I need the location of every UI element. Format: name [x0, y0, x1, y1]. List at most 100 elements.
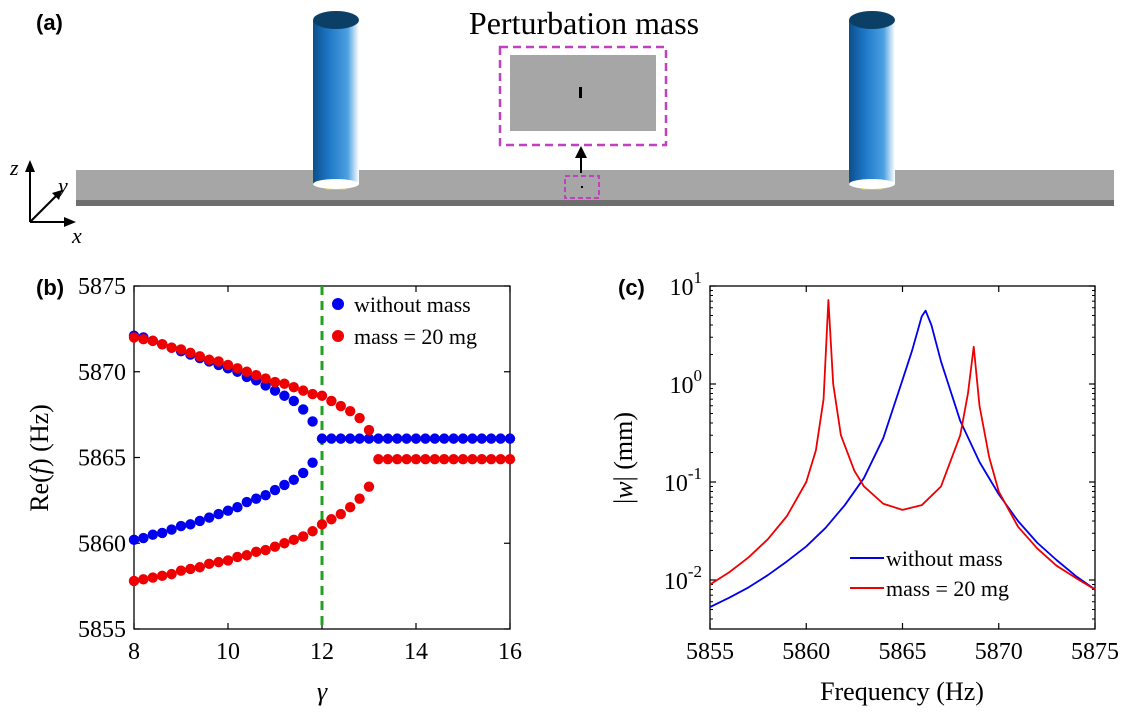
legend-marker-without-mass-b: [332, 298, 344, 310]
point-mass-20mg: [147, 335, 158, 347]
panel-a-diagram: (a) Perturbation mass: [9, 5, 1114, 248]
point-without-mass: [410, 433, 422, 444]
point-without-mass: [157, 527, 168, 539]
point-mass-20mg: [448, 454, 459, 465]
point-without-mass: [335, 433, 346, 444]
point-mass-20mg: [467, 454, 478, 465]
point-mass-20mg: [363, 481, 375, 492]
y-axis-title-c: |w| (mm): [609, 412, 638, 504]
panel-b-chart: (b) 8 10 12 14 16 5855 5860 5865 5870 5875 γ Re(…: [25, 274, 522, 706]
point-mass-20mg: [241, 550, 252, 561]
point-without-mass: [382, 433, 393, 444]
y-tick-label-c: 10-1: [664, 464, 702, 497]
x-tick-labels-b: 8 10 12 14 16: [128, 639, 522, 665]
point-mass-20mg: [373, 454, 384, 465]
point-mass-20mg: [307, 526, 318, 537]
inset-title: Perturbation mass: [469, 5, 699, 41]
point-mass-20mg: [420, 454, 431, 465]
panel-c-chart: (c) 5855 5860 5865 5870 5875 10110010-110-2 …: [609, 268, 1119, 706]
point-mass-20mg: [298, 385, 309, 396]
point-without-mass: [457, 433, 469, 444]
point-mass-20mg: [504, 454, 516, 465]
legend-label-mass-b: mass = 20 mg: [354, 324, 477, 349]
point-mass-20mg: [279, 378, 290, 389]
point-mass-20mg: [269, 541, 281, 552]
point-mass-20mg: [429, 454, 440, 465]
point-mass-20mg: [204, 558, 215, 570]
point-without-mass: [476, 433, 487, 444]
point-without-mass: [288, 474, 299, 485]
point-without-mass: [316, 433, 328, 444]
point-without-mass: [504, 433, 516, 444]
point-mass-20mg: [204, 354, 215, 365]
point-without-mass: [439, 433, 450, 444]
y-tick-label-b: 5865: [78, 446, 126, 472]
point-mass-20mg: [326, 514, 337, 525]
point-mass-20mg: [316, 519, 328, 530]
point-without-mass: [260, 490, 271, 501]
point-without-mass: [213, 508, 224, 520]
point-mass-20mg: [138, 333, 149, 345]
point-mass-20mg: [345, 405, 356, 417]
point-mass-20mg: [138, 574, 149, 585]
point-mass-20mg: [354, 493, 365, 504]
point-mass-20mg: [269, 376, 281, 388]
axes-ticks-b: [133, 285, 511, 630]
line-without-mass: [709, 309, 1096, 608]
point-mass-20mg: [222, 359, 234, 371]
point-without-mass: [298, 467, 309, 479]
point-without-mass: [269, 385, 281, 396]
point-without-mass: [175, 520, 187, 532]
point-mass-20mg: [288, 381, 299, 393]
point-without-mass: [401, 433, 412, 444]
point-without-mass: [241, 496, 252, 508]
point-without-mass: [345, 433, 356, 444]
inset-arrow-head: [575, 146, 587, 158]
x-tick-label-c: 5865: [879, 639, 927, 665]
coordinate-axes: z y x: [9, 155, 82, 248]
inset-border: [498, 45, 668, 147]
point-without-mass: [279, 390, 290, 401]
legend-b: without mass mass = 20 mg: [332, 292, 477, 349]
point-mass-20mg: [279, 538, 290, 549]
x-tick-label-b: 12: [310, 639, 334, 665]
point-mass-20mg: [354, 412, 365, 424]
point-without-mass: [429, 433, 440, 444]
x-tick-label-b: 10: [216, 639, 240, 665]
y-tick-labels-b: 5855 5860 5865 5870 5875: [78, 274, 126, 643]
point-mass-20mg: [128, 575, 140, 587]
point-mass-20mg: [335, 400, 346, 412]
beam: [76, 170, 1114, 202]
point-without-mass: [392, 433, 403, 444]
point-mass-20mg: [439, 454, 450, 465]
point-mass-20mg: [194, 562, 205, 573]
point-mass-20mg: [298, 531, 309, 542]
point-without-mass: [467, 433, 478, 444]
right-cylinder: [849, 11, 895, 190]
point-mass-20mg: [335, 508, 346, 520]
point-without-mass: [326, 433, 337, 444]
point-without-mass: [448, 433, 459, 444]
point-mass-20mg: [457, 454, 469, 465]
line-mass-20mg: [709, 299, 1096, 591]
point-without-mass: [204, 512, 215, 523]
point-mass-20mg: [345, 502, 356, 513]
point-mass-20mg: [307, 388, 318, 400]
point-mass-20mg: [251, 546, 262, 558]
y-tick-label-c: 10-2: [664, 562, 702, 595]
point-mass-20mg: [486, 454, 497, 465]
y-tick-labels-c: 101 100 10-1 10-2: [664, 268, 702, 595]
point-mass-20mg: [241, 366, 252, 377]
point-mass-20mg: [410, 454, 422, 465]
point-mass-20mg: [232, 551, 243, 563]
point-mass-20mg: [128, 332, 140, 343]
point-mass-20mg: [157, 570, 168, 582]
point-mass-20mg: [288, 534, 299, 546]
point-without-mass: [307, 457, 318, 468]
legend-label-mass-c: mass = 20 mg: [886, 576, 1009, 601]
point-without-mass: [363, 433, 375, 444]
point-without-mass: [166, 524, 177, 535]
z-axis-label: z: [9, 155, 19, 180]
legend-label-without-mass-c: without mass: [886, 546, 1003, 571]
y-tick-label-c: 101: [670, 268, 703, 301]
